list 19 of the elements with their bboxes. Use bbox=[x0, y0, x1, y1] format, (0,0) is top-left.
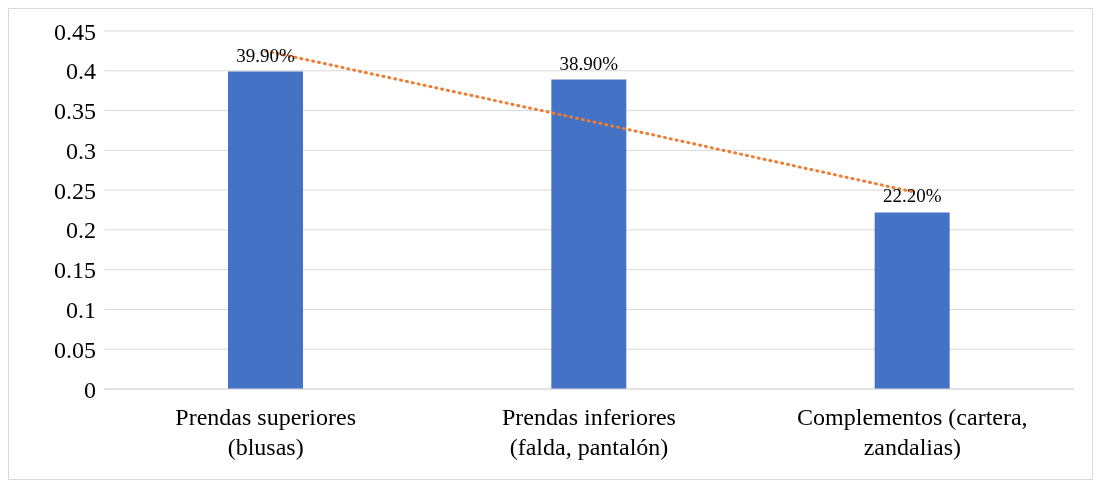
x-tick-label: Prendas superiores (blusas) bbox=[175, 404, 356, 460]
y-tick-label: 0.25 bbox=[54, 177, 96, 204]
y-tick-label: 0.1 bbox=[66, 296, 96, 323]
bar bbox=[551, 79, 627, 389]
x-tick-label: Complementos (cartera, zandalias) bbox=[797, 404, 1028, 460]
y-tick-label: 0.2 bbox=[66, 217, 96, 244]
bar bbox=[874, 212, 950, 389]
x-tick-label: Prendas inferiores (falda, pantalón) bbox=[502, 404, 676, 460]
y-tick-label: 0.15 bbox=[54, 257, 96, 284]
y-tick-label: 0.45 bbox=[54, 18, 96, 45]
y-tick-label: 0.35 bbox=[54, 98, 96, 125]
y-tick-label: 0 bbox=[84, 376, 96, 403]
y-tick-label: 0.3 bbox=[66, 137, 96, 164]
y-tick-label: 0.4 bbox=[66, 58, 96, 85]
data-label: 39.90% bbox=[236, 44, 295, 66]
bar bbox=[228, 71, 303, 389]
data-label: 38.90% bbox=[559, 52, 619, 74]
data-label: 22.20% bbox=[882, 185, 942, 207]
y-tick-label: 0.05 bbox=[54, 336, 96, 363]
